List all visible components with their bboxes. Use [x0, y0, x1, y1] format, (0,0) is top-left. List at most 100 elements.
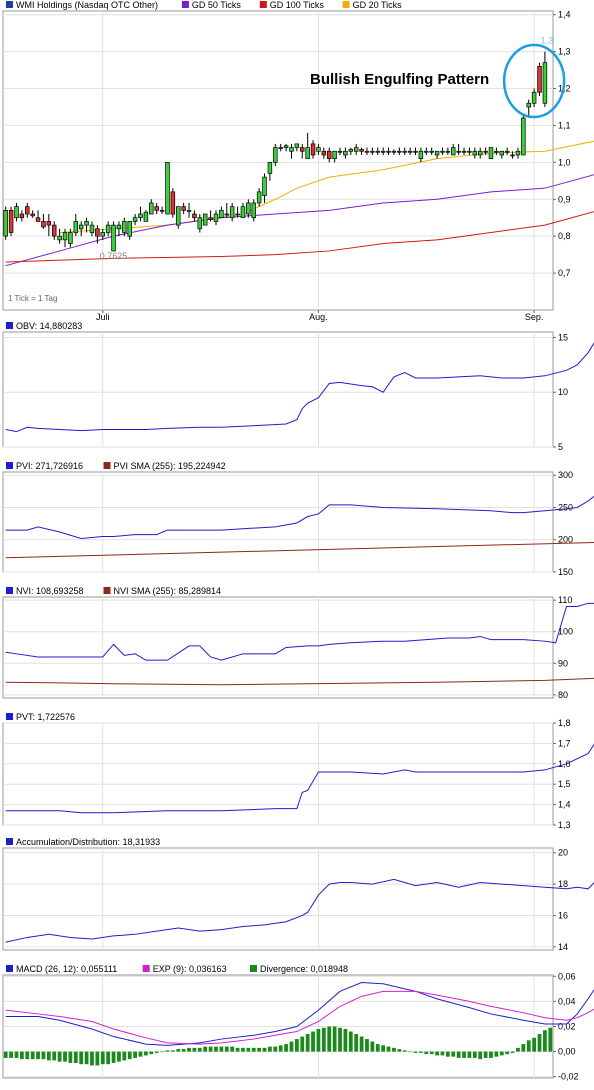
- y-tick-label: 150: [558, 567, 573, 577]
- divergence-bar: [268, 1046, 272, 1052]
- candle-body: [111, 224, 116, 252]
- candle-body: [445, 150, 451, 153]
- panel-frame: [2, 471, 554, 573]
- candle-body: [310, 143, 316, 156]
- divergence-bar: [370, 1041, 375, 1052]
- candle-body: [229, 206, 235, 219]
- series-line-0: [5, 878, 594, 943]
- divergence-bar: [359, 1036, 364, 1052]
- legend-label-0: NVI: 108,693258: [16, 586, 84, 596]
- divergence-bar: [3, 1051, 8, 1058]
- legend-swatch: [6, 462, 13, 469]
- candle-body: [380, 150, 386, 153]
- divergence-bar: [197, 1047, 202, 1052]
- candle-body: [353, 147, 359, 152]
- y-tick-label: 1,5: [558, 779, 571, 789]
- divergence-bar: [478, 1051, 483, 1060]
- divergence-bar: [57, 1051, 62, 1062]
- divergence-bar: [375, 1044, 380, 1052]
- candle-body: [537, 66, 542, 93]
- y-tick-label: 250: [558, 502, 573, 512]
- divergence-bar: [284, 1044, 288, 1052]
- divergence-bar: [316, 1029, 321, 1052]
- candle-body: [477, 150, 483, 156]
- candle-body: [542, 62, 548, 104]
- candle-body: [14, 206, 19, 219]
- y-tick-label: 1,4: [558, 10, 571, 20]
- candle-body: [294, 143, 300, 148]
- candle-body: [30, 213, 35, 217]
- legend-swatch: [6, 1, 13, 8]
- candle-body: [78, 224, 84, 230]
- divergence-bar: [273, 1046, 278, 1052]
- divergence-bar: [305, 1034, 310, 1052]
- divergence-bar: [392, 1047, 396, 1052]
- candle-body: [283, 145, 289, 148]
- candle-body: [413, 150, 418, 153]
- divergence-bar: [526, 1040, 531, 1052]
- series-line-0: [5, 342, 594, 433]
- y-tick-label: 18: [558, 879, 568, 889]
- y-tick-label: 0,06: [558, 971, 576, 981]
- candle-body: [3, 209, 8, 237]
- candle-body: [359, 149, 364, 152]
- y-tick-label: 0,04: [558, 996, 576, 1006]
- divergence-bar: [424, 1051, 429, 1055]
- tick-note: 1 Tick = 1 Tag: [8, 294, 57, 303]
- candle-body: [521, 117, 526, 156]
- divergence-bar: [262, 1047, 267, 1052]
- divergence-bar: [192, 1047, 197, 1052]
- legend-label-0: PVI: 271,726916: [16, 461, 83, 471]
- divergence-bar: [138, 1051, 143, 1057]
- candle-body: [386, 150, 391, 153]
- divergence-bar: [41, 1051, 46, 1060]
- candle-body: [472, 150, 478, 156]
- divergence-bar: [499, 1051, 504, 1056]
- divergence-bar: [294, 1039, 299, 1052]
- divergence-bar: [251, 1047, 256, 1052]
- divergence-bar: [505, 1051, 510, 1055]
- divergence-bar: [100, 1051, 105, 1065]
- legend-swatch: [6, 965, 13, 972]
- candle-body: [149, 202, 154, 215]
- legend-swatch: [103, 462, 111, 469]
- divergence-bar: [289, 1041, 294, 1052]
- legend-label-0: WMI Holdings (Nasdaq OTC Other): [16, 0, 158, 10]
- divergence-bar: [472, 1051, 477, 1058]
- divergence-bar: [543, 1030, 547, 1052]
- divergence-bar: [127, 1051, 132, 1060]
- y-tick-label: 20: [558, 848, 568, 858]
- y-tick-label: 1,4: [558, 800, 571, 810]
- divergence-bar: [516, 1047, 520, 1052]
- legend-label-3: GD 20 Ticks: [353, 0, 403, 10]
- candle-body: [89, 224, 95, 233]
- candle-body: [68, 232, 73, 244]
- legend-label-1: NVI SMA (255): 85,289814: [114, 586, 222, 596]
- divergence-bar: [510, 1051, 515, 1053]
- y-tick-label: 1,0: [558, 157, 571, 167]
- candle-body: [305, 147, 310, 160]
- candle-body: [300, 147, 305, 152]
- divergence-bar: [165, 1050, 170, 1052]
- panel-frame: [2, 847, 554, 951]
- divergence-bar: [63, 1051, 67, 1062]
- high-price-label: 1,3: [541, 35, 554, 45]
- candle-body: [434, 150, 440, 156]
- series-line-0: [5, 982, 594, 1046]
- divergence-bar: [451, 1051, 456, 1057]
- divergence-bar: [532, 1037, 537, 1052]
- divergence-bar: [68, 1051, 73, 1063]
- y-tick-label: 1,3: [558, 47, 571, 57]
- divergence-bar: [170, 1050, 175, 1052]
- series-line-1: [5, 541, 594, 559]
- candle-body: [100, 232, 105, 237]
- y-tick-label: 0,8: [558, 231, 571, 241]
- candle-body: [407, 150, 413, 153]
- candle-body: [181, 206, 186, 211]
- candle-body: [440, 150, 445, 153]
- divergence-bar: [332, 1026, 337, 1052]
- divergence-bar: [14, 1051, 19, 1058]
- panel-6: -0,02 0,00 0,02 0,04 0,06 MACD (26, 12): 0,05…: [2, 964, 594, 1082]
- candle-body: [531, 91, 537, 104]
